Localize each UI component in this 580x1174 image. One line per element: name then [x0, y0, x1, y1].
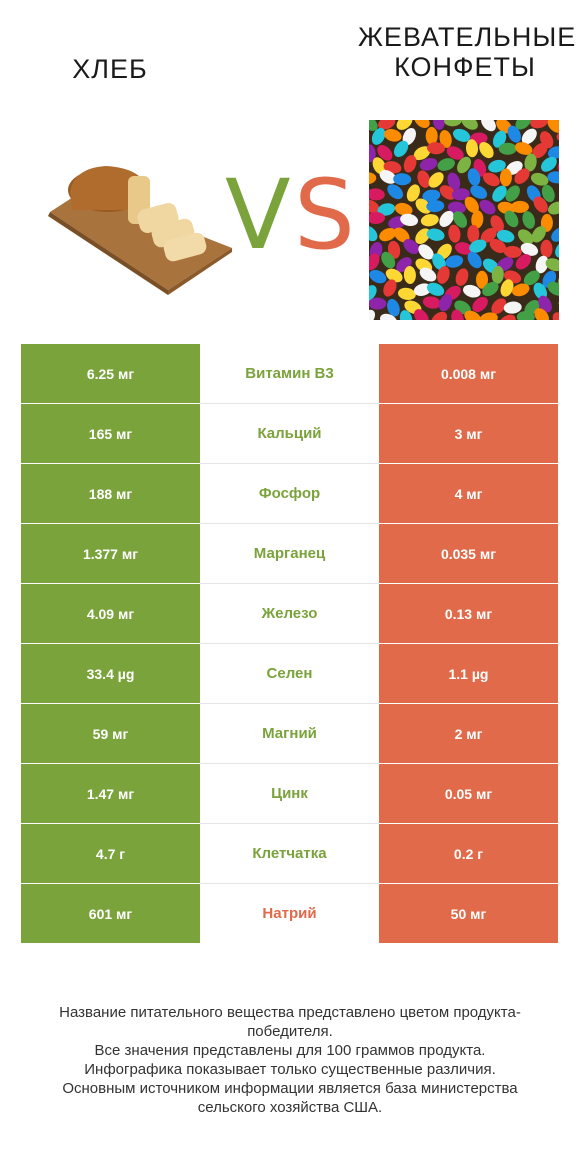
- right-value: 50 мг: [379, 884, 558, 943]
- table-row: 1.47 мг Цинк 0.05 мг: [21, 764, 558, 824]
- right-value: 1.1 µg: [379, 644, 558, 703]
- nutrient-name: Магний: [200, 704, 379, 764]
- nutrient-name: Витамин B3: [200, 344, 379, 404]
- bread-image: [48, 166, 232, 295]
- nutrient-name: Селен: [200, 644, 379, 704]
- table-row: 1.377 мг Марганец 0.035 мг: [21, 524, 558, 584]
- nutrient-name: Натрий: [200, 884, 379, 943]
- right-value: 0.008 мг: [379, 344, 558, 403]
- left-value: 188 мг: [21, 464, 200, 523]
- nutrient-name: Марганец: [200, 524, 379, 584]
- table-row: 188 мг Фосфор 4 мг: [21, 464, 558, 524]
- nutrient-name: Железо: [200, 584, 379, 644]
- right-value: 3 мг: [379, 404, 558, 463]
- vs-letter-v: V: [225, 159, 291, 271]
- table-row: 4.09 мг Железо 0.13 мг: [21, 584, 558, 644]
- table-row: 601 мг Натрий 50 мг: [21, 884, 558, 944]
- left-value: 1.377 мг: [21, 524, 200, 583]
- comparison-table: 6.25 мг Витамин B3 0.008 мг 165 мг Кальций 3 …: [21, 344, 558, 944]
- footnote: Название питательного вещества представл…: [59, 1004, 521, 1116]
- nutrient-name: Клетчатка: [200, 824, 379, 884]
- left-value: 165 мг: [21, 404, 200, 463]
- vs-letter-s: S: [294, 159, 355, 271]
- nutrient-name: Цинк: [200, 764, 379, 824]
- table-row: 4.7 г Клетчатка 0.2 г: [21, 824, 558, 884]
- right-value: 0.035 мг: [379, 524, 558, 583]
- left-value: 1.47 мг: [21, 764, 200, 823]
- right-value: 4 мг: [379, 464, 558, 523]
- table-row: 6.25 мг Витамин B3 0.008 мг: [21, 344, 558, 404]
- left-value: 4.09 мг: [21, 584, 200, 643]
- table-row: 165 мг Кальций 3 мг: [21, 404, 558, 464]
- table-row: 33.4 µg Селен 1.1 µg: [21, 644, 558, 704]
- nutrient-name: Кальций: [200, 404, 379, 464]
- right-value: 0.2 г: [379, 824, 558, 883]
- left-value: 601 мг: [21, 884, 200, 943]
- table-row: 59 мг Магний 2 мг: [21, 704, 558, 764]
- left-value: 4.7 г: [21, 824, 200, 883]
- right-value: 2 мг: [379, 704, 558, 763]
- right-product-title: ЖЕВАТЕЛЬНЫЕ КОНФЕТЫ: [358, 22, 577, 82]
- left-value: 59 мг: [21, 704, 200, 763]
- left-value: 6.25 мг: [21, 344, 200, 403]
- jelly-beans-image: [369, 120, 559, 320]
- left-value: 33.4 µg: [21, 644, 200, 703]
- nutrient-name: Фосфор: [200, 464, 379, 524]
- right-value: 0.05 мг: [379, 764, 558, 823]
- right-value: 0.13 мг: [379, 584, 558, 643]
- left-product-title: ХЛЕБ: [72, 54, 148, 84]
